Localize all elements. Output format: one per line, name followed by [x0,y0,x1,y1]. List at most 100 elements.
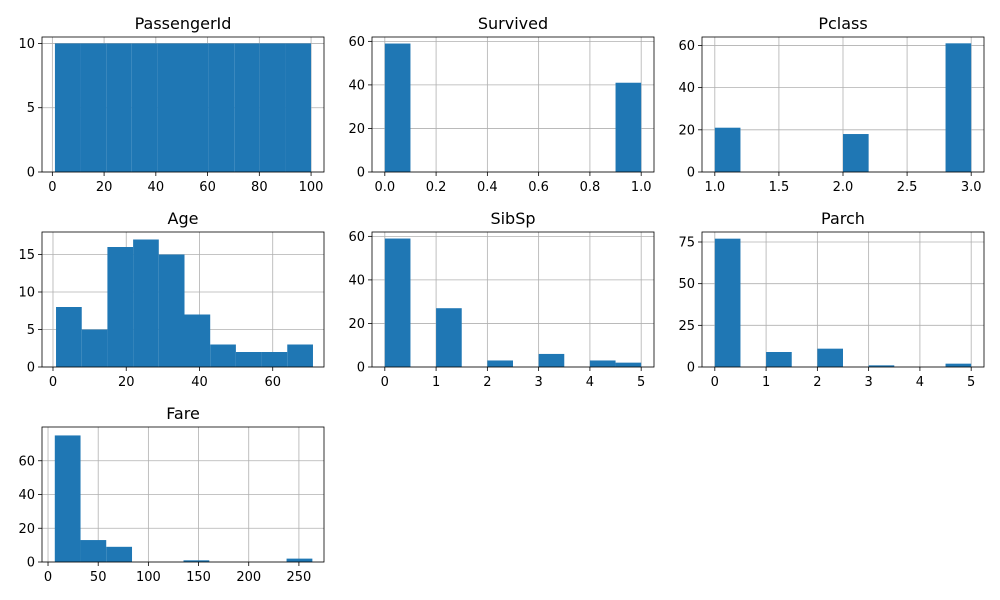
y-tick-label: 25 [678,319,695,334]
x-tick-label: 3.0 [961,180,982,195]
histogram-bar [487,360,513,367]
x-tick-label: 0.6 [528,180,549,195]
histogram-bar [615,82,642,172]
subplot-title: Age [168,209,199,228]
histogram-bar [157,43,183,172]
x-tick-label: 0 [381,375,389,390]
histogram-bar [868,365,895,367]
histogram-bar [183,560,210,562]
x-tick-label: 3 [534,375,542,390]
x-tick-label: 0 [44,570,52,585]
y-tick-label: 60 [678,39,695,54]
y-tick-label: 0 [27,556,35,571]
subplot-0: 0 20 40 60 80 100 0 5 10 PassengerId [18,14,325,195]
x-tick-label: 2 [483,375,491,390]
x-tick-label: 80 [251,180,268,195]
x-tick-label: 250 [286,570,311,585]
y-tick-label: 0 [687,166,695,181]
histogram-bar [436,308,462,367]
histogram-bar [286,558,313,562]
histogram-bar [80,540,107,562]
histogram-bar [133,239,159,367]
histogram-bar [158,254,185,367]
x-tick-label: 100 [299,180,324,195]
histogram-bar [54,435,81,562]
histogram-bar [384,238,411,367]
y-tick-label: 40 [348,78,365,93]
y-tick-label: 20 [18,522,35,537]
histogram-bar [106,546,133,562]
y-tick-label: 10 [18,37,35,52]
subplot-4: 0 1 2 3 4 5 0 20 40 60 SibSp [348,209,655,390]
axes-frame [371,231,655,368]
subplot-title: Pclass [818,14,867,33]
y-tick-label: 60 [348,230,365,245]
x-tick-label: 2.0 [833,180,854,195]
histogram-bar [259,43,286,172]
histogram-bar [131,43,158,172]
x-tick-label: 20 [118,375,135,390]
y-tick-label: 40 [18,488,35,503]
x-tick-label: 1.0 [704,180,725,195]
x-tick-label: 40 [191,375,208,390]
y-tick-label: 60 [18,454,35,469]
subplot-title: Survived [478,14,548,33]
y-tick-label: 20 [348,122,365,137]
histogram-bar [210,344,236,367]
y-tick-label: 75 [678,236,695,251]
x-tick-label: 5 [637,375,645,390]
histogram-bar [615,362,642,367]
histogram-bar [384,43,411,172]
y-tick-label: 40 [678,81,695,96]
subplot-1: 0.0 0.2 0.4 0.6 0.8 1.0 0 20 40 60 Survived [348,14,655,195]
y-tick-label: 5 [27,101,35,116]
histogram-bar [81,329,108,367]
x-tick-label: 4 [916,375,924,390]
x-tick-label: 5 [967,375,975,390]
x-tick-label: 60 [264,375,281,390]
histogram-bar [287,344,313,367]
x-tick-label: 150 [186,570,211,585]
x-tick-label: 200 [236,570,261,585]
subplot-2: 1.0 1.5 2.0 2.5 3.0 0 20 40 60 Pclass [678,14,985,195]
x-tick-label: 0 [49,375,57,390]
y-tick-label: 60 [348,35,365,50]
subplot-title: Fare [166,404,200,423]
histogram-bar [56,307,82,367]
y-tick-label: 15 [18,248,35,263]
x-tick-label: 4 [586,375,594,390]
x-tick-label: 2.5 [897,180,918,195]
x-tick-label: 0.0 [374,180,395,195]
histogram-bar [817,348,843,367]
x-tick-label: 40 [148,180,165,195]
x-tick-label: 100 [136,570,161,585]
axes-frame [371,36,655,173]
histogram-bar [538,353,565,367]
histogram-bar [235,352,262,367]
subplot-title: PassengerId [135,14,232,33]
y-tick-label: 0 [357,361,365,376]
x-tick-label: 2 [813,375,821,390]
histogram-bar [589,360,616,367]
histogram-bar [54,43,81,172]
histogram-bar [714,238,741,367]
x-tick-label: 50 [90,570,107,585]
y-tick-label: 20 [678,123,695,138]
y-tick-label: 0 [27,361,35,376]
x-tick-label: 0.4 [477,180,498,195]
histogram-bar [80,43,107,172]
histogram-bar [107,247,134,367]
axes-frame [41,231,325,368]
histogram-bar [208,43,235,172]
histogram-bar [843,134,869,172]
y-tick-label: 0 [357,166,365,181]
y-tick-label: 50 [678,277,695,292]
x-tick-label: 3 [864,375,872,390]
x-tick-label: 60 [199,180,216,195]
y-tick-label: 0 [687,361,695,376]
x-tick-label: 1 [432,375,440,390]
axes-frame [701,231,985,368]
subplot-title: SibSp [490,209,535,228]
y-tick-label: 20 [348,317,365,332]
x-tick-label: 1 [762,375,770,390]
